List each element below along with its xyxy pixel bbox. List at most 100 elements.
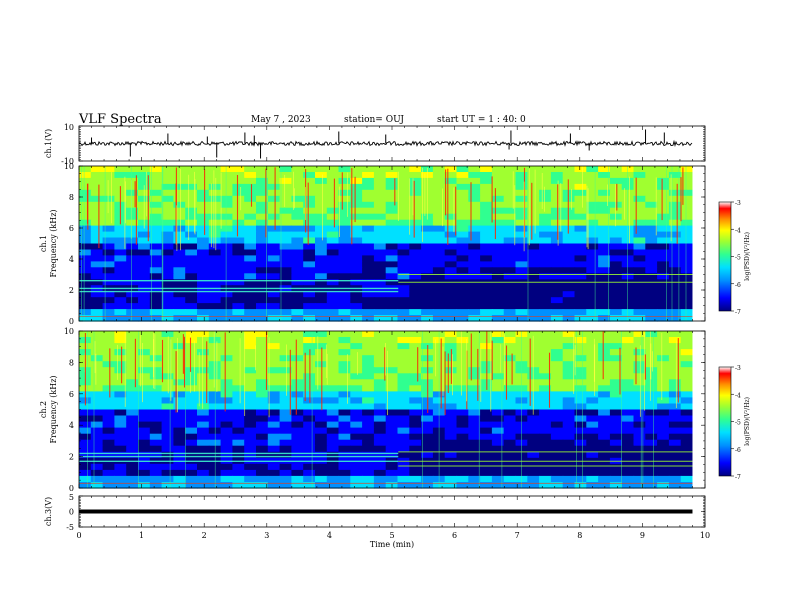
spectrogram-cell [185,349,198,356]
spectrogram-cell [267,255,281,262]
spectrogram-cell [149,267,163,274]
spectrogram-cell [527,177,540,185]
spectrogram-cell [256,177,269,185]
spectrogram-cell [515,349,528,356]
spectrogram-cell [102,331,115,338]
spectrogram-cell [197,463,210,471]
spectrogram-cell [397,361,410,368]
spectrogram-cell [598,475,611,483]
spectrogram-cell [633,373,646,380]
spectrogram-cell [515,207,528,215]
spectrogram-cell [256,303,269,310]
spectrogram-cell [444,249,458,257]
spectrogram-cell [480,415,493,423]
spectrogram-cell [102,177,115,185]
spectrogram-cell [102,469,115,477]
spectrogram-cell [126,409,139,417]
spectrogram-cell [480,309,493,316]
spectrogram-cell [645,367,658,374]
spectrogram-cell [244,243,257,251]
spectrogram-cell [515,391,528,398]
spectrogram-cell [668,225,682,233]
spectrogram-cell [468,189,481,197]
spectrogram-cell [550,315,564,322]
spectrogram-cell [173,475,186,483]
spectrogram-cell [468,373,481,380]
spectrogram-cell [515,255,528,262]
spectrogram-cell [503,469,517,477]
spectrogram-cell [185,255,198,262]
spectrogram-cell [598,415,611,423]
spectrogram-cell [220,337,233,344]
spectrogram-cell [220,482,233,489]
spectrogram-cell [668,391,682,398]
spectrogram-cell [491,297,505,304]
spectrogram-cell [315,391,328,398]
spectrogram-cell [326,397,340,404]
spectrogram-cell [279,249,292,257]
spectrogram-cell [645,391,658,398]
spectrogram-cell [90,403,104,411]
spectrogram-cell [232,379,245,386]
spectrogram-cell [338,231,351,239]
spectrogram-cell [409,445,422,453]
spectrogram-cell [562,255,576,262]
spectrogram-cell [432,166,446,173]
spectrogram-cell [645,166,658,173]
spectrogram-cell [397,273,410,280]
spectrogram-cell [609,463,623,471]
spectrogram-cell [350,231,363,239]
spectrogram-cell [315,189,328,197]
spectrogram-cell [373,177,387,185]
spectrogram-cell [149,445,163,453]
spectrogram-cell [550,482,564,489]
spectrogram-cell [409,195,422,203]
spectrogram-cell [515,331,528,338]
spectrogram-cell [503,273,517,280]
spectrogram-cell [279,361,292,368]
spectrogram-cell [244,451,257,459]
spectrogram-cell [362,373,375,380]
spectrogram-cell [126,463,139,471]
spectrogram-cell [385,349,399,356]
spectrogram-cell [362,279,375,286]
spectrogram-cell [126,343,139,350]
spectrogram-cell [444,409,458,417]
spectrogram-cell [114,361,127,368]
spectrogram-cell [444,231,458,239]
spectrogram-cell [444,391,458,398]
spectrogram-cell [79,439,92,447]
spectrogram-cell [432,219,446,227]
spectrogram-cell [456,355,469,362]
spectrogram-cell [126,261,139,268]
spectrogram-cell [326,213,340,221]
spectrogram-cell [102,166,115,173]
spectrogram-cell [550,237,564,245]
spectrogram-cell [197,207,210,215]
spectrogram-cell [397,172,410,179]
spectrogram-cell [256,439,269,447]
spectrogram-cell [185,177,198,185]
spectrogram-cell [456,309,469,316]
spectrogram-cell [385,433,399,441]
spectrogram-cell [633,385,646,392]
spectrogram-cell [468,237,481,245]
spectrogram-cell [244,427,257,435]
spectrogram-cell [468,403,481,411]
spectrogram-cell [303,189,316,197]
spectrogram-cell [385,367,399,374]
spectrogram-cell [326,273,340,280]
spectrogram-cell [291,433,304,441]
spectrogram-cell [668,337,682,344]
spectrogram-cell [409,225,422,233]
spectrogram-cell [503,166,517,173]
spectrogram-cell [468,439,481,447]
spectrogram-cell [539,195,552,203]
spectrogram-cell [574,373,587,380]
spectrogram-cell [550,397,564,404]
spectrogram-cell [197,403,210,411]
spectrogram-cell [126,207,139,215]
spectrogram-cell [173,409,186,417]
spectrogram-cell [197,213,210,221]
spectrogram-cell [562,249,576,257]
